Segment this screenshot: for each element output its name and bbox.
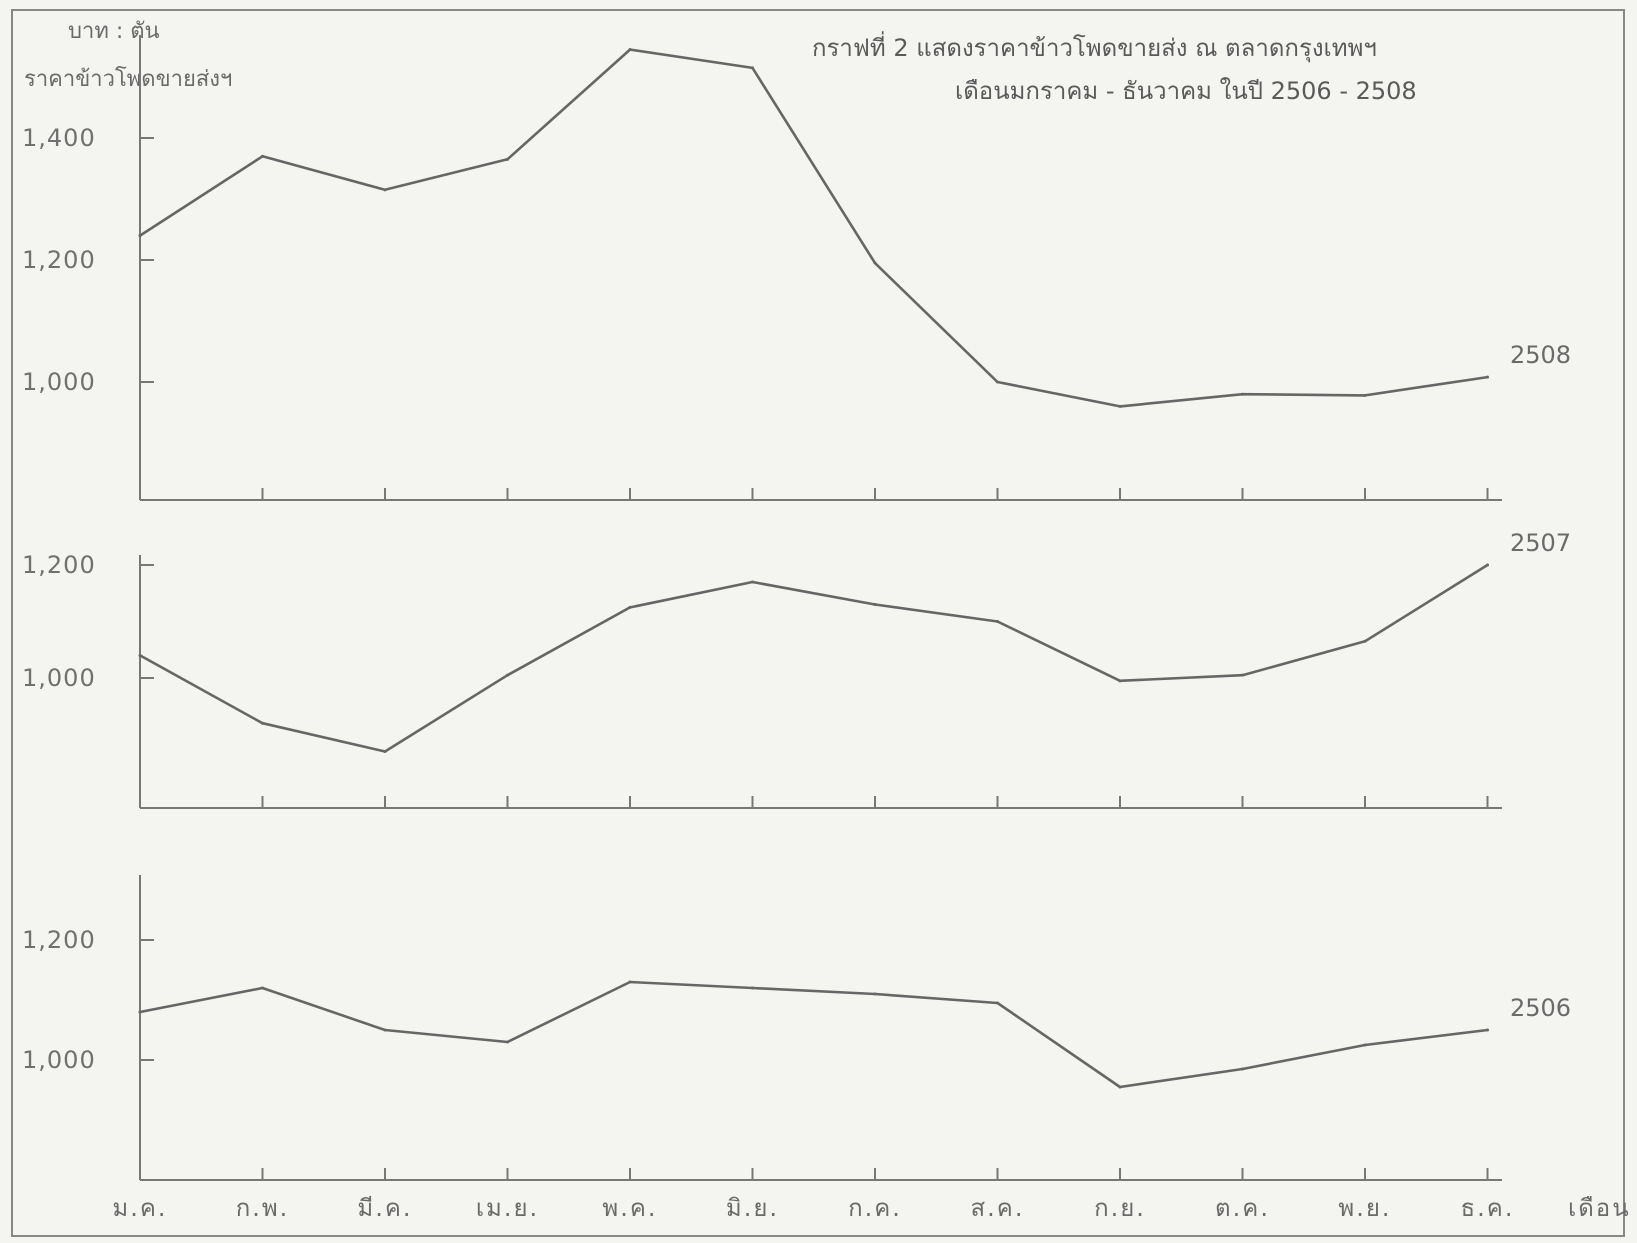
x-tick-label: ส.ค. [971, 1194, 1025, 1222]
data-point [261, 154, 264, 158]
data-point [628, 48, 632, 52]
data-point [1486, 563, 1489, 567]
data-point [1363, 639, 1367, 643]
data-point [873, 603, 877, 607]
data-point [383, 749, 387, 753]
x-tick-label: ก.ย. [1094, 1194, 1146, 1222]
data-point [1363, 1043, 1367, 1047]
data-point [383, 188, 387, 192]
data-point [1118, 1085, 1122, 1089]
data-point [138, 234, 142, 238]
x-tick-label: ก.ค. [848, 1194, 902, 1222]
data-point [506, 673, 509, 677]
x-tick-label: มี.ค. [357, 1194, 412, 1222]
data-point [751, 986, 754, 990]
y-tick-label: 1,200 [22, 926, 96, 954]
data-point [506, 157, 509, 161]
x-tick-label: เม.ย. [476, 1194, 539, 1222]
panel-2507: 1,000 1,200 2507 [22, 529, 1571, 809]
data-point [1363, 393, 1367, 397]
data-point [873, 261, 877, 265]
data-point [996, 1001, 999, 1005]
panels: 1,0001,2001,40025081,0001,20025071,0001,… [22, 35, 1571, 1181]
y-axis-title: ราคาข้าวโพดขายส่งฯ [24, 66, 232, 92]
x-axis-title: เดือน [1568, 1194, 1631, 1222]
series-line-2507 [138, 563, 1489, 753]
panel-2506: 1,000 1,200 2506 [22, 875, 1571, 1181]
data-point [138, 653, 142, 657]
x-tick-label: มิ.ย. [726, 1194, 779, 1222]
data-point [751, 580, 754, 584]
y-tick-label: 1,000 [22, 1046, 96, 1074]
data-point [873, 992, 877, 996]
data-point [1241, 673, 1244, 677]
x-tick-label: ธ.ค. [1461, 1194, 1515, 1222]
data-point [1486, 1028, 1489, 1032]
data-point [628, 605, 632, 609]
data-point [506, 1040, 509, 1044]
page-frame [11, 9, 1625, 1237]
y-tick-label: 1,000 [22, 664, 96, 692]
series-label: 2507 [1510, 529, 1571, 557]
x-axis-labels: ม.ค. ก.พ. มี.ค. เม.ย. พ.ค. มิ.ย. ก.ค. ส.ค. ก.ย. ต… [112, 1194, 1515, 1222]
data-point [1118, 404, 1122, 408]
x-tick-label: ม.ค. [112, 1194, 167, 1222]
series-label: 2506 [1510, 994, 1571, 1022]
data-point [383, 1028, 387, 1032]
data-point [1118, 679, 1122, 683]
series-line-2506 [138, 980, 1489, 1089]
data-point [996, 620, 999, 623]
y-tick-label: 1,200 [22, 246, 96, 274]
x-tick-label: พ.ค. [602, 1194, 657, 1222]
data-point [261, 721, 264, 725]
chart-subtitle: เดือนมกราคม - ธันวาคม ในปี 2506 - 2508 [955, 77, 1417, 105]
panel-2508: 1,000 1,200 1,400 2508 [22, 35, 1571, 501]
x-tick-label: พ.ย. [1338, 1194, 1391, 1222]
series-line-2508 [138, 48, 1489, 408]
data-point [751, 66, 754, 70]
data-point [628, 980, 632, 984]
unit-label: บาท : ตัน [68, 19, 160, 44]
data-point [261, 986, 264, 990]
y-tick-label: 1,400 [22, 124, 96, 152]
data-point [1486, 375, 1489, 379]
y-tick-label: 1,000 [22, 368, 96, 396]
x-tick-label: ก.พ. [236, 1194, 290, 1222]
y-tick-label: 1,200 [22, 551, 96, 579]
data-point [1241, 392, 1244, 396]
series-label: 2508 [1510, 341, 1571, 369]
data-point [138, 1010, 142, 1014]
data-point [996, 380, 999, 384]
data-point [1241, 1067, 1244, 1071]
chart-title: กราฟที่ 2 แสดงราคาข้าวโพดขายส่ง ณ ตลาดกร… [812, 31, 1377, 63]
x-tick-label: ต.ค. [1215, 1194, 1270, 1222]
